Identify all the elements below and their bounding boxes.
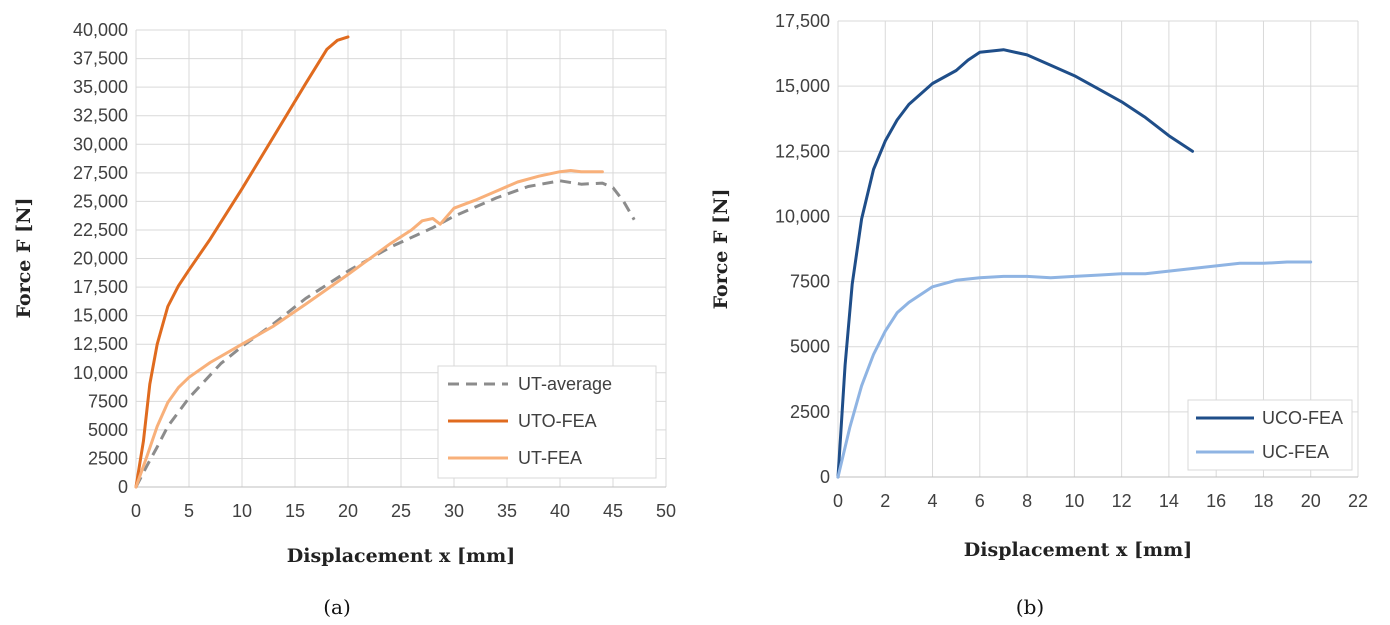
y-tick-label: 0 [118,477,128,497]
y-tick-label: 10,000 [73,363,128,383]
y-tick-label: 12,500 [73,334,128,354]
chart-a: 0 2500 5000 7500 10,000 12,500 15,000 17,500 20,… [13,20,676,619]
x-tick-label: 35 [497,501,517,521]
x-tick-label: 22 [1348,491,1368,511]
y-tick-label: 27,500 [73,163,128,183]
legend-a: UT-average UTO-FEA UT-FEA [437,365,657,479]
grid-b [837,20,1359,478]
x-tick-label: 18 [1253,491,1273,511]
x-tick-label: 15 [285,501,305,521]
x-tick-label: 45 [603,501,623,521]
x-tick-label: 20 [1301,491,1321,511]
y-tick-label: 2500 [88,448,128,468]
series-b [836,48,1313,479]
x-tick-label: 25 [391,501,411,521]
y-tick-label: 15,000 [775,76,830,96]
panel-label-a: (a) [323,595,351,619]
y-axis-label-b: Force F [N] [710,189,732,310]
x-tick-label: 0 [131,501,141,521]
y-tick-label: 17,500 [775,11,830,31]
y-ticks-a: 0 2500 5000 7500 10,000 12,500 15,000 17,500 20,… [73,20,128,497]
series-line-ut-average [134,179,636,488]
x-tick-label: 50 [656,501,676,521]
x-tick-label: 10 [1064,491,1084,511]
series-line-uto-fea [134,35,350,489]
y-axis-label-a: Force F [N] [13,198,35,319]
y-tick-label: 2500 [790,402,830,422]
x-tick-label: 16 [1206,491,1226,511]
x-tick-label: 5 [184,501,194,521]
y-tick-label: 10,000 [775,206,830,226]
legend-b: UCO-FEA UC-FEA [1187,399,1353,471]
y-tick-label: 40,000 [73,20,128,40]
x-ticks-a: 0 5 10 15 20 25 30 35 40 45 50 [131,501,676,521]
series-line-uco-fea [836,48,1194,479]
legend-box-b [1187,399,1353,471]
x-tick-label: 30 [444,501,464,521]
y-ticks-b: 0 2500 5000 7500 10,000 12,500 15,000 17,500 [775,11,830,487]
legend-label: UT-average [518,374,612,394]
y-tick-label: 37,500 [73,49,128,69]
grid-a [135,29,667,488]
x-tick-label: 10 [232,501,252,521]
y-tick-label: 35,000 [73,77,128,97]
legend-label: UC-FEA [1262,442,1329,462]
x-tick-label: 8 [1022,491,1032,511]
legend-label: UT-FEA [518,448,582,468]
y-tick-label: 22,500 [73,220,128,240]
x-tick-label: 40 [550,501,570,521]
y-tick-label: 0 [820,467,830,487]
x-tick-label: 2 [880,491,890,511]
x-axis-label-b: Displacement x [mm] [964,539,1192,561]
y-tick-label: 17,500 [73,277,128,297]
series-line-ut-fea [134,169,604,489]
x-tick-label: 14 [1159,491,1179,511]
x-tick-label: 6 [975,491,985,511]
y-tick-label: 25,000 [73,191,128,211]
x-tick-label: 20 [338,501,358,521]
chart-b: 0 2500 5000 7500 10,000 12,500 15,000 17,500 0 2… [710,11,1368,619]
series-line-uc-fea [836,260,1313,479]
legend-label: UCO-FEA [1262,408,1343,428]
y-tick-label: 7500 [790,272,830,292]
y-tick-label: 32,500 [73,106,128,126]
y-tick-label: 12,500 [775,141,830,161]
legend-label: UTO-FEA [518,411,597,431]
panel-label-b: (b) [1016,595,1044,619]
y-tick-label: 30,000 [73,134,128,154]
x-tick-label: 0 [833,491,843,511]
y-tick-label: 5000 [790,337,830,357]
x-tick-label: 12 [1112,491,1132,511]
x-ticks-b: 0 2 4 6 8 10 12 14 16 18 20 22 [833,491,1368,511]
y-tick-label: 15,000 [73,306,128,326]
y-tick-label: 20,000 [73,249,128,269]
x-axis-label-a: Displacement x [mm] [287,545,515,567]
y-tick-label: 5000 [88,420,128,440]
y-tick-label: 7500 [88,391,128,411]
series-a [134,35,636,489]
x-tick-label: 4 [928,491,938,511]
